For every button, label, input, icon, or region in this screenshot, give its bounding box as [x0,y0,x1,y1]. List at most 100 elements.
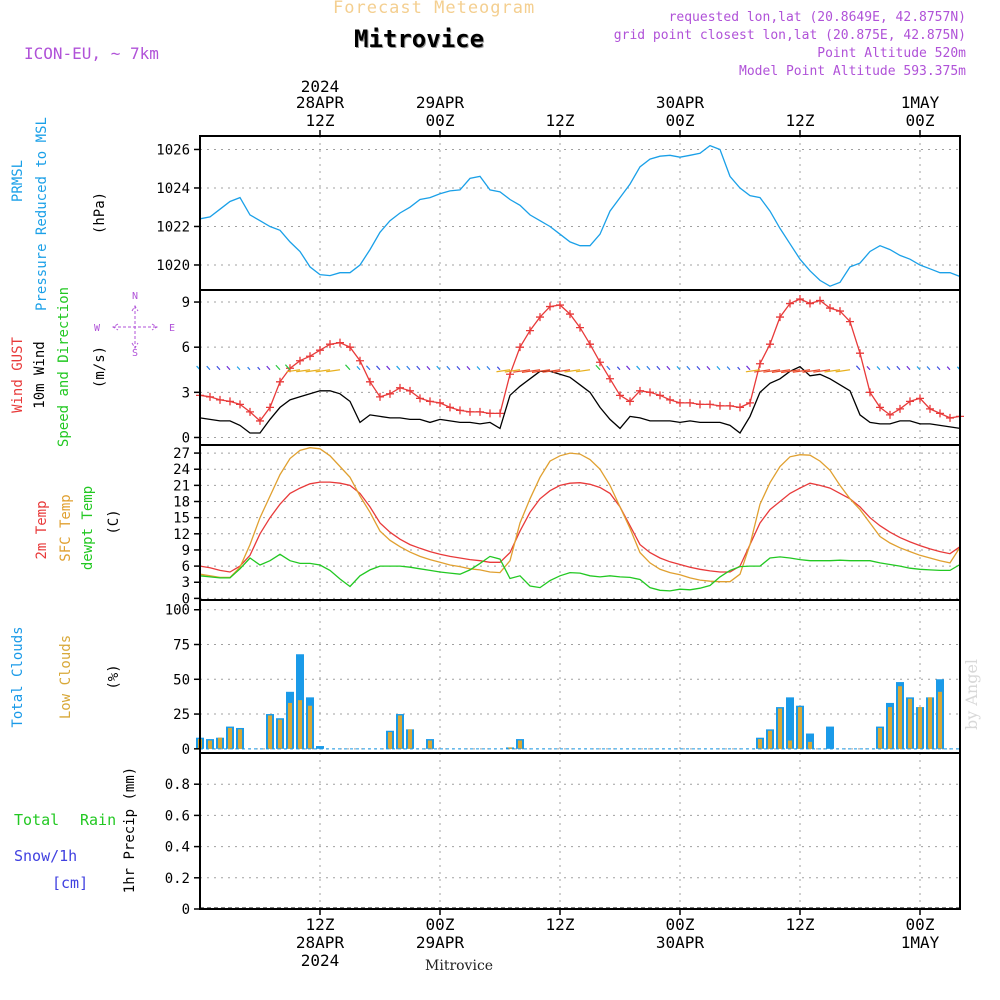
requested-coords: requested lon,lat (20.8649E, 42.8757N) [668,10,966,25]
wind-direction-arrow [564,369,581,373]
low-clouds-bar [778,708,782,749]
wind-gust-marker [786,299,794,308]
wind-direction-arrow [616,366,621,371]
wind-direction-arrow [504,369,521,373]
wind-direction-arrow [696,365,701,371]
y-tick-label: 0 [182,902,190,918]
data-layer [196,144,964,909]
total-clouds-label: Total Clouds [10,626,26,727]
pressure-panel-frame [199,135,961,291]
low-clouds-bar [388,732,392,749]
wind-gust-marker [236,400,244,409]
low-clouds-bar [888,707,892,749]
wind-direction-arrow [496,369,511,373]
wind-direction-arrow [396,365,401,371]
low-clouds-bar [508,747,512,749]
wind-direction-arrow [216,365,221,371]
wind-direction-arrow [813,369,831,373]
wind-gust-marker [846,317,854,326]
text-layer: 1020102210241026036903691215182124270255… [10,77,940,970]
low-clouds-bar [938,691,942,749]
wind-gust-marker [916,394,924,403]
y-tick-label: 3 [182,385,190,401]
temp-dewpt-line [199,553,961,592]
y-tick-label: 0.8 [165,777,190,793]
footer-location: Mitrovice [425,958,494,974]
wind-gust-marker [376,392,384,401]
wind-direction-arrow [666,365,671,371]
wind-panel-frame [199,289,961,446]
wind-gust-marker [336,338,344,347]
bottom-date-label: 1MAY [901,933,940,952]
bottom-year-label: 2024 [301,951,340,970]
y-tick-label: 0.6 [165,808,190,824]
wind-direction-arrow [513,369,531,373]
wind-gust-marker [686,398,694,407]
low-clouds-bar [518,740,522,749]
wind-gust-marker [746,398,754,407]
wind-gust-marker [226,397,234,406]
low-clouds-bar [908,698,912,749]
pressure-label-prmsl: PRMSL [10,160,26,202]
total-clouds-bar [316,746,324,749]
top-hour-label: 12Z [546,111,575,130]
wind-gust-marker [766,340,774,349]
y-tick-label: 15 [173,511,190,527]
wind-direction-arrow [284,364,291,371]
precip-panel-frame [199,752,961,910]
wind-direction-arrow [386,365,391,371]
wind-direction-arrow [606,365,611,371]
wind-direction-arrow [542,369,561,373]
wind-direction-arrow [686,365,691,371]
wind-gust-marker [326,340,334,349]
wind-direction-arrow [365,365,371,371]
total-clouds-bar [806,733,814,749]
wind-gust-marker [486,409,494,418]
wind-gust-marker [706,400,714,409]
wind-gust-marker [246,407,254,416]
y-tick-label: 0.2 [165,871,190,887]
y-tick-label: 12 [173,527,190,543]
wind-direction-arrow [552,369,571,373]
y-tick-label: 24 [173,462,190,478]
temp-2m-label: 2m Temp [34,500,50,559]
wind-gust-marker [496,409,504,418]
y-tick-label: 9 [182,295,190,311]
wind-direction-arrow [646,365,651,371]
low-clouds-label: Low Clouds [58,635,74,719]
wind-gust-marker [856,349,864,358]
total-clouds-bar [826,726,834,749]
wind-direction-arrow [476,366,481,371]
wind-direction-arrow [296,369,311,373]
wind-direction-arrow [345,364,351,371]
wind-gust-marker [666,395,674,404]
wind-direction-arrow [315,369,331,373]
top-hour-label: 12Z [306,111,335,130]
wind-direction-arrow [656,365,661,371]
wind-gust-marker [306,352,314,361]
low-clouds-bar [798,707,802,749]
total-clouds-bar [786,697,794,749]
wind-direction-arrow [716,365,721,371]
rain-label-total: Total [14,811,59,829]
wind-direction-arrow [781,369,801,374]
top-year-label: 2024 [301,77,340,96]
y-tick-label: 50 [173,672,190,688]
wind-gust-marker [626,397,634,406]
wind-direction-arrow [226,365,231,371]
compass-s: S [132,348,138,359]
wind-gust-marker [576,323,584,332]
wind-direction-arrow [406,365,411,371]
y-tick-label: 27 [173,446,190,462]
bottom-hour-label: 00Z [906,915,935,934]
bottom-date-label: 29APR [416,933,465,952]
wind-gust-marker [636,386,644,395]
wind-direction-arrow [446,365,451,371]
low-clouds-bar [218,737,222,749]
wind-gust-marker [556,301,564,310]
low-clouds-bar [788,740,792,749]
wind-direction-arrow [737,366,741,371]
point-altitude: Point Altitude 520m [817,46,966,61]
wind-gust-marker [416,394,424,403]
